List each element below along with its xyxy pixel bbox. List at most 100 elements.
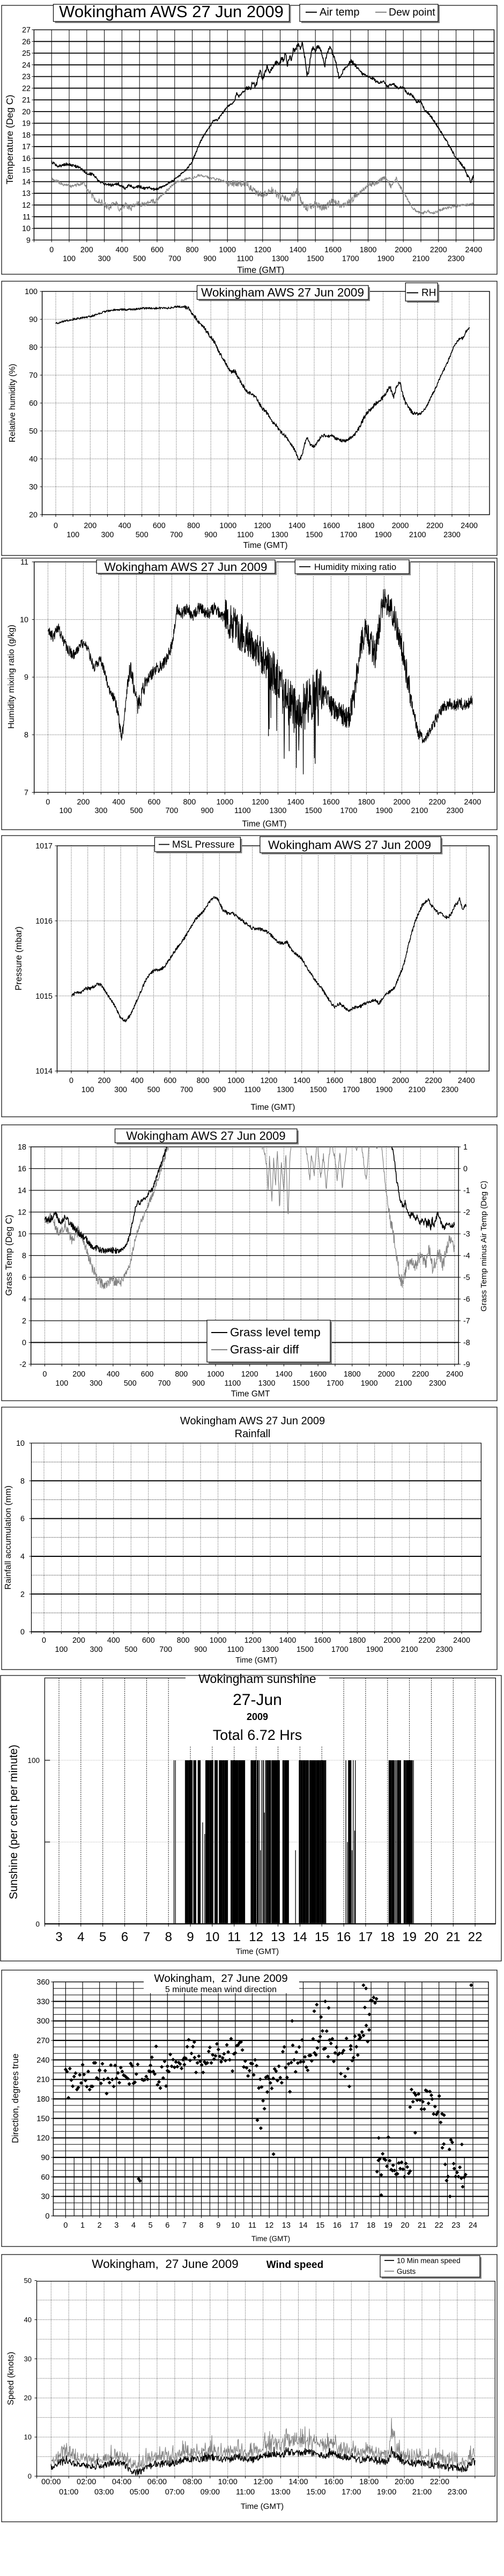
svg-text:2300: 2300 — [429, 1379, 446, 1388]
svg-text:2400: 2400 — [453, 1636, 470, 1645]
svg-text:500: 500 — [147, 1086, 160, 1094]
svg-text:100: 100 — [59, 807, 72, 815]
svg-text:80: 80 — [29, 343, 38, 352]
svg-text:18:00: 18:00 — [359, 2478, 379, 2486]
svg-text:9: 9 — [216, 2221, 220, 2230]
svg-text:500: 500 — [133, 255, 146, 264]
svg-text:1600: 1600 — [323, 522, 340, 530]
svg-text:20: 20 — [22, 108, 31, 116]
svg-text:Wokingham, 27 June 2009: Wokingham, 27 June 2009 — [92, 2257, 239, 2271]
svg-text:10: 10 — [24, 2433, 32, 2441]
svg-text:Speed (knots): Speed (knots) — [6, 2352, 16, 2405]
svg-text:18: 18 — [22, 131, 31, 140]
svg-text:22: 22 — [435, 2221, 443, 2230]
svg-text:02:00: 02:00 — [77, 2478, 96, 2486]
svg-text:15:00: 15:00 — [306, 2488, 325, 2497]
svg-text:330: 330 — [36, 1997, 49, 2006]
svg-text:1000: 1000 — [227, 1077, 244, 1085]
svg-text:11: 11 — [248, 2221, 256, 2230]
svg-text:500: 500 — [130, 807, 143, 815]
svg-text:1700: 1700 — [340, 807, 357, 815]
svg-text:1900: 1900 — [377, 255, 394, 264]
svg-text:1300: 1300 — [258, 1379, 276, 1388]
svg-text:400: 400 — [107, 1370, 120, 1379]
svg-text:0: 0 — [463, 1165, 468, 1174]
svg-text:3: 3 — [114, 2221, 118, 2230]
svg-text:-8: -8 — [463, 1339, 470, 1348]
svg-text:1900: 1900 — [375, 1086, 392, 1094]
svg-text:0: 0 — [49, 246, 54, 254]
svg-text:21: 21 — [418, 2221, 426, 2230]
svg-text:1700: 1700 — [342, 255, 359, 264]
svg-text:40: 40 — [29, 455, 38, 464]
svg-text:-5: -5 — [463, 1274, 470, 1282]
svg-text:2400: 2400 — [464, 798, 481, 807]
svg-text:10: 10 — [20, 616, 28, 624]
svg-text:120: 120 — [36, 2134, 49, 2143]
svg-text:1200: 1200 — [260, 1077, 277, 1085]
svg-text:1500: 1500 — [292, 1379, 309, 1388]
svg-text:08:00: 08:00 — [183, 2478, 202, 2486]
svg-text:700: 700 — [180, 1086, 193, 1094]
svg-text:Wokingham AWS 27 Jun 2009: Wokingham AWS 27 Jun 2009 — [126, 1129, 285, 1143]
svg-text:1200: 1200 — [244, 1636, 262, 1645]
svg-text:12: 12 — [18, 1209, 26, 1217]
svg-text:Humidity mixing ratio: Humidity mixing ratio — [314, 562, 396, 572]
svg-text:13: 13 — [22, 189, 31, 198]
svg-text:300: 300 — [101, 531, 114, 539]
svg-text:7: 7 — [24, 788, 28, 797]
svg-text:2: 2 — [20, 1590, 25, 1599]
svg-text:800: 800 — [186, 246, 199, 254]
svg-text:1600: 1600 — [314, 1636, 331, 1645]
svg-text:0: 0 — [46, 798, 50, 807]
svg-text:1800: 1800 — [360, 246, 377, 254]
svg-text:07:00: 07:00 — [165, 2488, 184, 2497]
svg-text:Wokingham AWS 27 Jun 2009: Wokingham AWS 27 Jun 2009 — [59, 2, 284, 21]
svg-text:0: 0 — [42, 1636, 46, 1645]
svg-text:2100: 2100 — [409, 531, 426, 539]
svg-text:150: 150 — [36, 2114, 49, 2123]
svg-text:Total 6.72 Hrs: Total 6.72 Hrs — [213, 1727, 302, 1743]
svg-text:Gusts: Gusts — [397, 2267, 416, 2275]
svg-text:04:00: 04:00 — [112, 2478, 131, 2486]
svg-text:24: 24 — [469, 2221, 477, 2230]
svg-text:19: 19 — [402, 1930, 417, 1944]
svg-text:Air temp: Air temp — [320, 6, 359, 18]
svg-text:300: 300 — [90, 1379, 102, 1388]
svg-text:0: 0 — [20, 1628, 25, 1637]
svg-text:2300: 2300 — [443, 531, 461, 539]
svg-text:300: 300 — [114, 1086, 127, 1094]
svg-text:60: 60 — [29, 399, 38, 408]
svg-text:9: 9 — [26, 236, 31, 245]
svg-text:90: 90 — [41, 2154, 49, 2162]
svg-text:Pressure (mbar): Pressure (mbar) — [14, 926, 24, 990]
svg-text:1500: 1500 — [297, 1645, 314, 1654]
svg-text:18: 18 — [380, 1930, 395, 1944]
svg-text:06:00: 06:00 — [147, 2478, 167, 2486]
svg-text:1800: 1800 — [358, 798, 375, 807]
svg-text:-3: -3 — [463, 1230, 470, 1239]
svg-text:700: 700 — [159, 1645, 172, 1654]
svg-text:Dew point: Dew point — [389, 6, 435, 18]
svg-text:10: 10 — [22, 225, 31, 233]
svg-text:1300: 1300 — [272, 255, 289, 264]
svg-text:10 Min mean speed: 10 Min mean speed — [397, 2257, 461, 2265]
svg-text:2300: 2300 — [436, 1645, 453, 1654]
svg-text:6: 6 — [121, 1930, 128, 1944]
svg-text:300: 300 — [90, 1645, 102, 1654]
svg-text:2400: 2400 — [461, 522, 478, 530]
svg-text:1700: 1700 — [343, 1086, 360, 1094]
svg-text:16: 16 — [333, 2221, 342, 2230]
svg-text:1600: 1600 — [322, 798, 339, 807]
svg-text:2000: 2000 — [393, 798, 410, 807]
svg-text:4: 4 — [22, 1296, 26, 1304]
svg-text:400: 400 — [115, 246, 128, 254]
svg-text:1017: 1017 — [35, 842, 53, 851]
svg-text:1900: 1900 — [375, 531, 392, 539]
svg-text:RH: RH — [421, 288, 436, 299]
svg-text:2100: 2100 — [395, 1379, 412, 1388]
svg-text:1800: 1800 — [344, 1370, 361, 1379]
svg-text:11: 11 — [20, 558, 28, 567]
svg-text:1800: 1800 — [357, 522, 374, 530]
svg-text:1014: 1014 — [35, 1067, 53, 1076]
